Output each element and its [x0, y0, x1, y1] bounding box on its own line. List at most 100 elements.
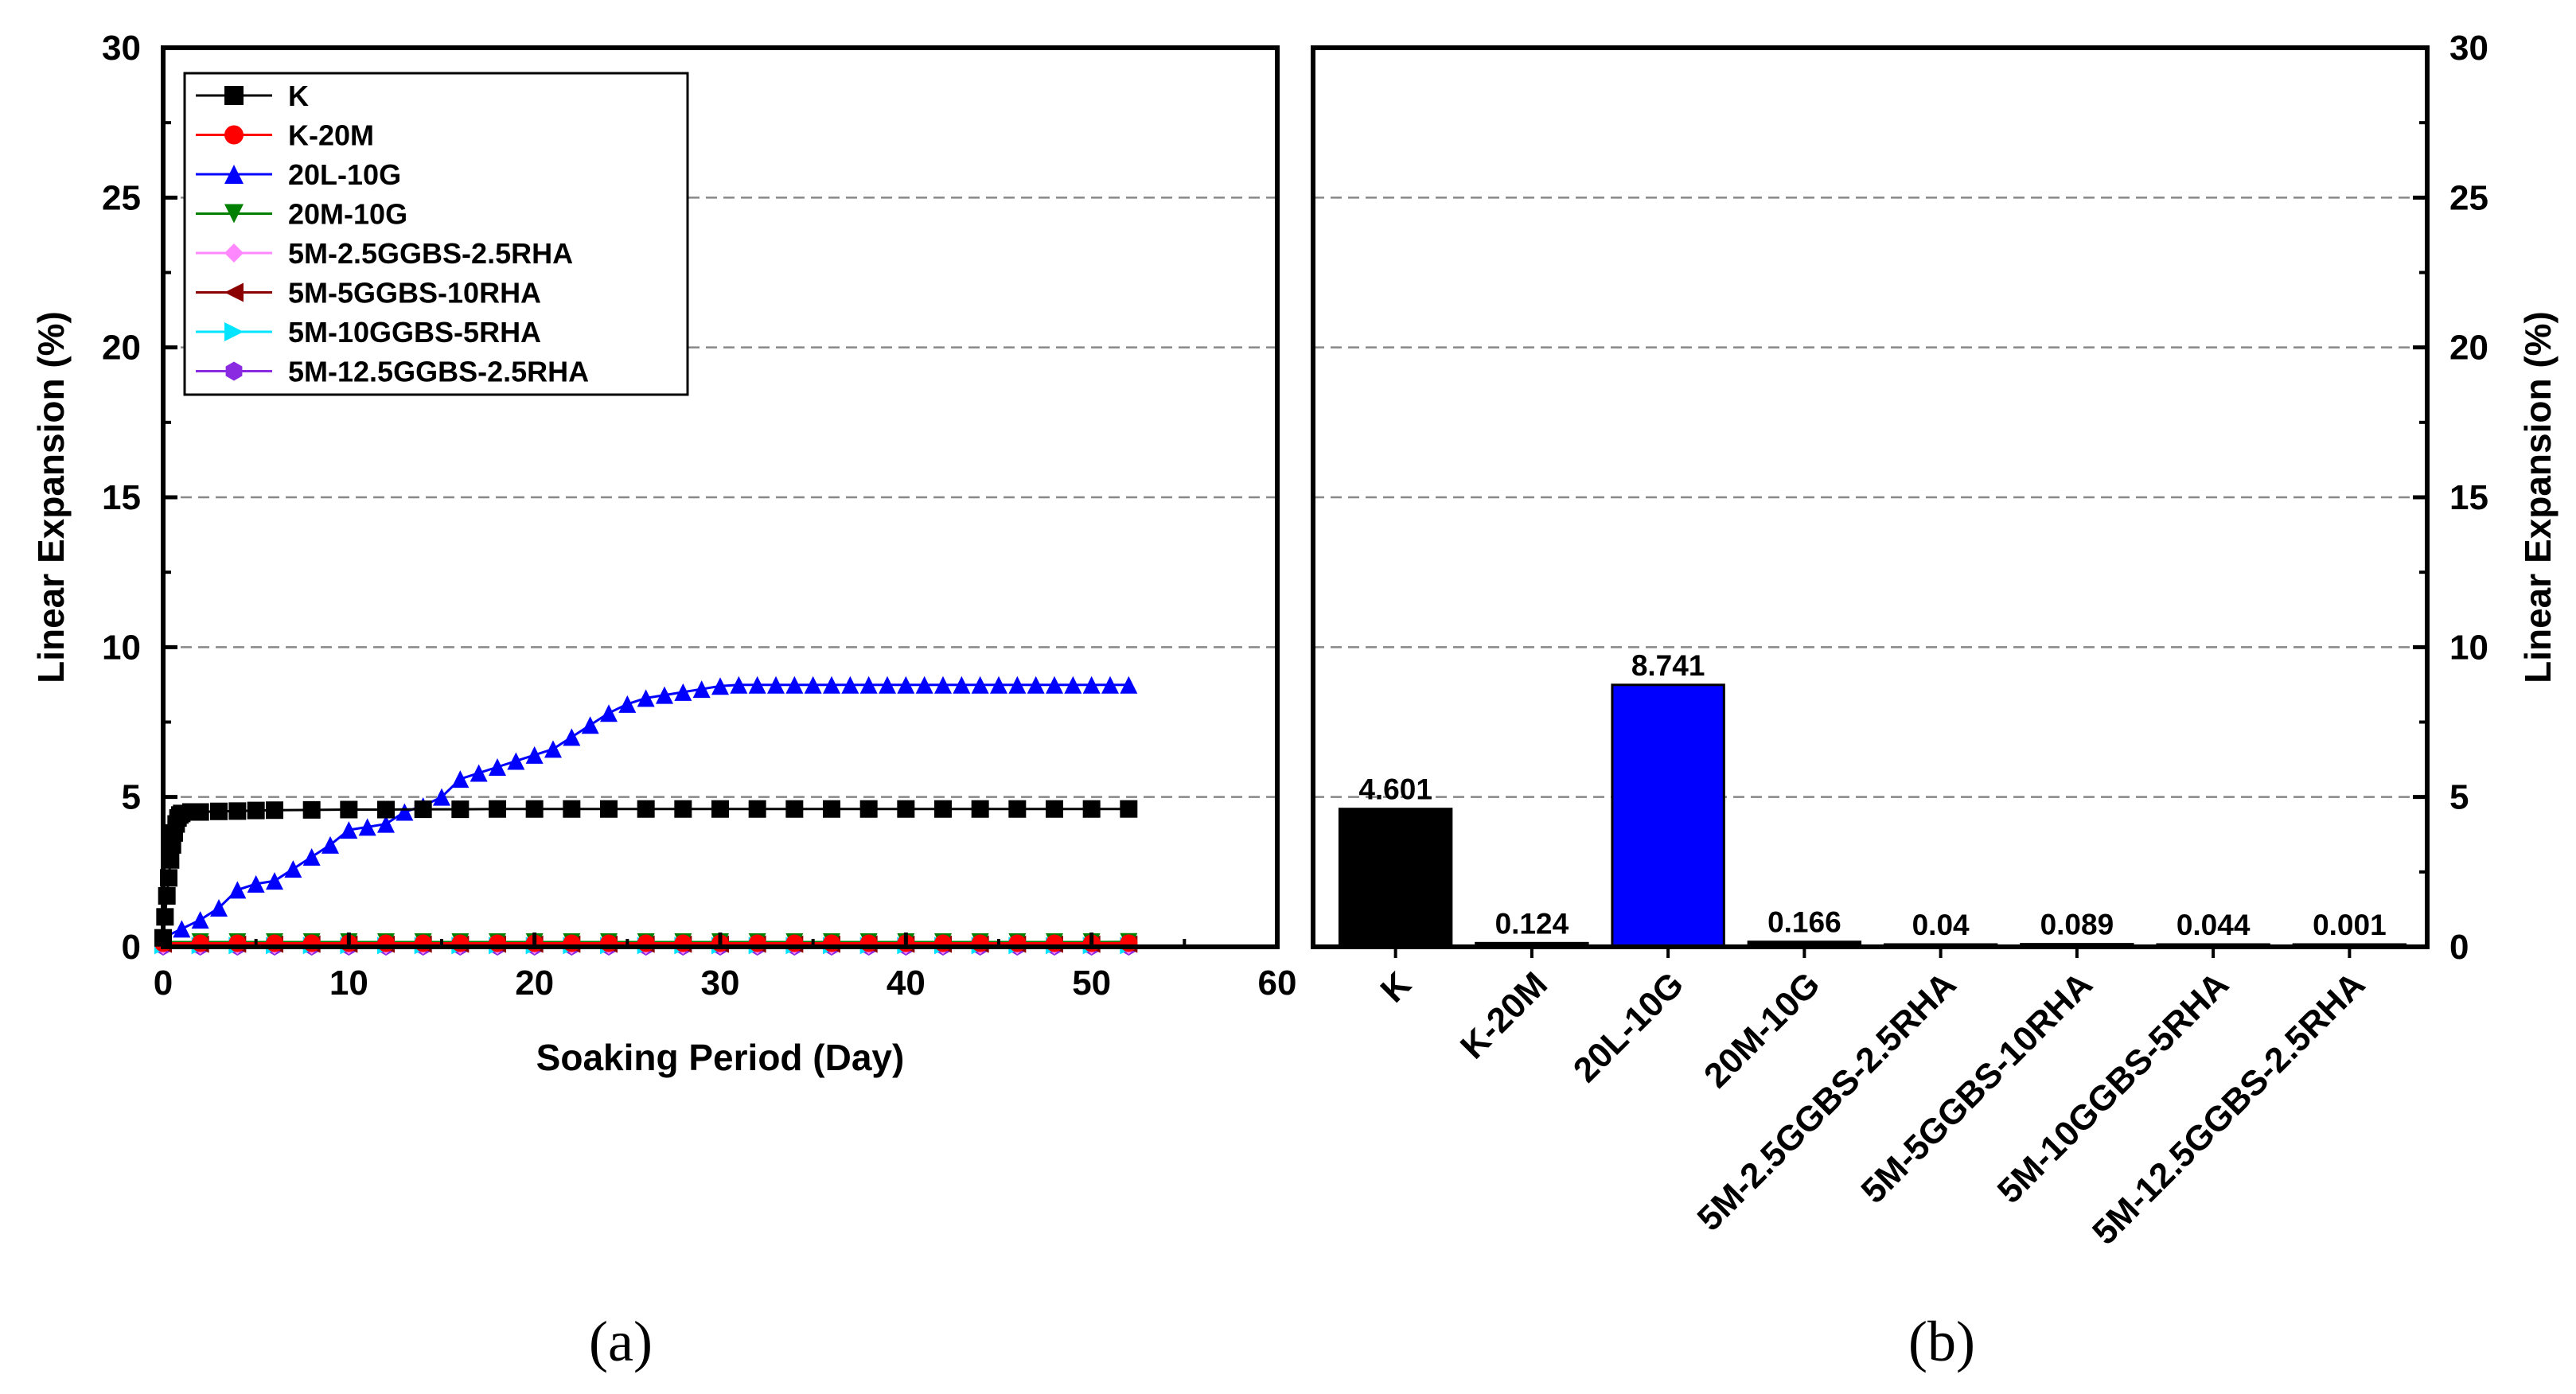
legend-label: 5M-12.5GGBS-2.5RHA	[288, 356, 589, 388]
data-point-20L-10G	[1120, 676, 1138, 694]
data-point-20L-10G	[340, 821, 358, 839]
panel-a-y-tick-label: 20	[102, 329, 141, 368]
data-point-20L-10G	[210, 899, 228, 917]
data-point-20L-10G	[563, 728, 581, 746]
data-point-20L-10G	[247, 874, 265, 893]
legend-label: 20M-10G	[288, 198, 407, 231]
legend-marker-5M-2.5GGBS-2.5RHA	[224, 243, 244, 263]
legend-marker-5M-5GGBS-10RHA	[224, 282, 244, 302]
data-point-20L-10G	[1101, 676, 1119, 694]
series-line-K	[162, 808, 1129, 938]
data-point-K	[785, 800, 804, 818]
panel-a-x-tick-label: 40	[887, 964, 926, 1003]
data-point-20L-10G	[173, 920, 191, 938]
data-point-K	[711, 800, 729, 818]
panel-b-category-label: 5M-12.5GGBS-2.5RHA	[2085, 964, 2372, 1252]
data-point-20L-10G	[451, 770, 470, 789]
data-point-K	[266, 801, 283, 820]
bar-value-label: 4.601	[1358, 773, 1432, 806]
series-K	[154, 800, 1138, 947]
data-point-K	[823, 800, 840, 818]
panel-a-y-tick-label: 25	[102, 178, 141, 217]
legend-marker-5M-12.5GGBS-2.5RHA	[225, 361, 243, 381]
data-point-K	[600, 800, 618, 818]
data-point-K-20M	[1008, 934, 1027, 952]
data-point-K-20M	[302, 934, 321, 952]
data-point-K-20M	[228, 934, 247, 952]
legend-entry: 5M-12.5GGBS-2.5RHA	[196, 356, 589, 388]
data-point-20L-10G	[1027, 676, 1045, 694]
panel-a-y-tick-label: 30	[102, 29, 141, 68]
panel-b-gridlines	[1313, 197, 2427, 798]
panel-a-x-tick-label: 50	[1072, 964, 1111, 1003]
data-point-20L-10G	[618, 695, 637, 713]
legend-box	[183, 72, 689, 396]
panel-b-y-tick-label: 15	[2449, 478, 2488, 517]
data-point-20L-10G	[1046, 676, 1063, 694]
data-point-K	[191, 803, 209, 821]
series-K-20M	[154, 934, 1138, 952]
data-point-20L-10G	[507, 752, 525, 770]
legend-marker-5M-10GGBS-5RHA	[224, 322, 244, 341]
bar-value-label: 8.741	[1631, 649, 1705, 682]
data-point-K-20M	[934, 934, 952, 952]
data-point-20L-10G	[358, 818, 376, 836]
data-point-K-20M	[414, 934, 432, 952]
data-point-20L-10G	[377, 815, 395, 833]
panel-b-y-tick-label: 25	[2449, 178, 2488, 217]
data-point-K	[525, 800, 544, 818]
data-point-K	[302, 800, 321, 819]
data-point-20L-10G	[284, 860, 302, 878]
data-point-K-20M	[1046, 934, 1063, 952]
series-20L-10G	[154, 676, 1138, 947]
data-point-20L-10G	[489, 758, 506, 776]
panel-b-category-label: K-20M	[1453, 964, 1555, 1066]
data-point-K	[563, 800, 581, 818]
data-point-20L-10G	[953, 676, 971, 694]
data-point-20L-10G	[823, 676, 840, 694]
bar-value-label: 0.044	[2177, 909, 2251, 941]
data-point-K	[971, 800, 989, 818]
data-point-20L-10G	[859, 676, 878, 694]
data-point-K-20M	[971, 934, 989, 952]
data-point-20L-10G	[302, 848, 321, 866]
data-point-K-20M	[674, 934, 692, 952]
panel-a-x-tick-label: 10	[329, 964, 368, 1003]
data-point-K-20M	[748, 934, 766, 952]
data-point-20L-10G	[730, 676, 748, 694]
panel-a-x-tick-label: 0	[154, 964, 173, 1003]
data-point-20L-10G	[581, 716, 599, 734]
data-point-K	[934, 800, 952, 818]
data-point-20L-10G	[266, 872, 283, 890]
panel-b-y-tick-label: 0	[2449, 928, 2469, 967]
panel-b-y-tick-label: 5	[2449, 778, 2469, 817]
data-point-20L-10G	[1082, 676, 1101, 694]
data-point-20L-10G	[433, 788, 450, 806]
data-point-20L-10G	[915, 676, 933, 694]
data-point-20L-10G	[470, 764, 488, 782]
panel-a-x-tick-label: 20	[515, 964, 554, 1003]
panel-b-ticks: 0 5 10 15 20 25 30 K K-20M 20L-10G 20M-10G5M-2.5GG…	[1374, 29, 2488, 1252]
data-point-K-20M	[1120, 934, 1138, 952]
data-point-K-20M	[600, 934, 618, 952]
data-point-20L-10G	[785, 676, 804, 694]
data-point-K	[451, 800, 470, 819]
data-point-20L-10G	[600, 704, 618, 722]
panel-b-category-label: K	[1374, 964, 1419, 1010]
data-point-K	[674, 800, 692, 818]
data-point-K-20M	[266, 934, 283, 952]
data-point-K	[228, 802, 247, 820]
panel-a-series	[154, 676, 1138, 956]
panel-a-line-chart: 0 10 20 30 40 50 60 0 5 10 15 20 25 30 Soaking Period…	[30, 29, 1296, 1373]
data-point-20L-10G	[934, 676, 952, 694]
legend-marker-K	[224, 86, 244, 105]
data-point-K	[162, 851, 180, 869]
panel-b-category-label: 5M-5GGBS-10RHA	[1853, 964, 2100, 1211]
data-point-20L-10G	[804, 676, 822, 694]
data-point-K	[1120, 800, 1138, 818]
data-point-20L-10G	[396, 803, 414, 821]
legend-label: 5M-2.5GGBS-2.5RHA	[288, 237, 573, 270]
data-point-20L-10G	[971, 676, 989, 694]
panel-a-x-tick-label: 30	[701, 964, 740, 1003]
legend-marker-K-20M	[224, 125, 244, 145]
